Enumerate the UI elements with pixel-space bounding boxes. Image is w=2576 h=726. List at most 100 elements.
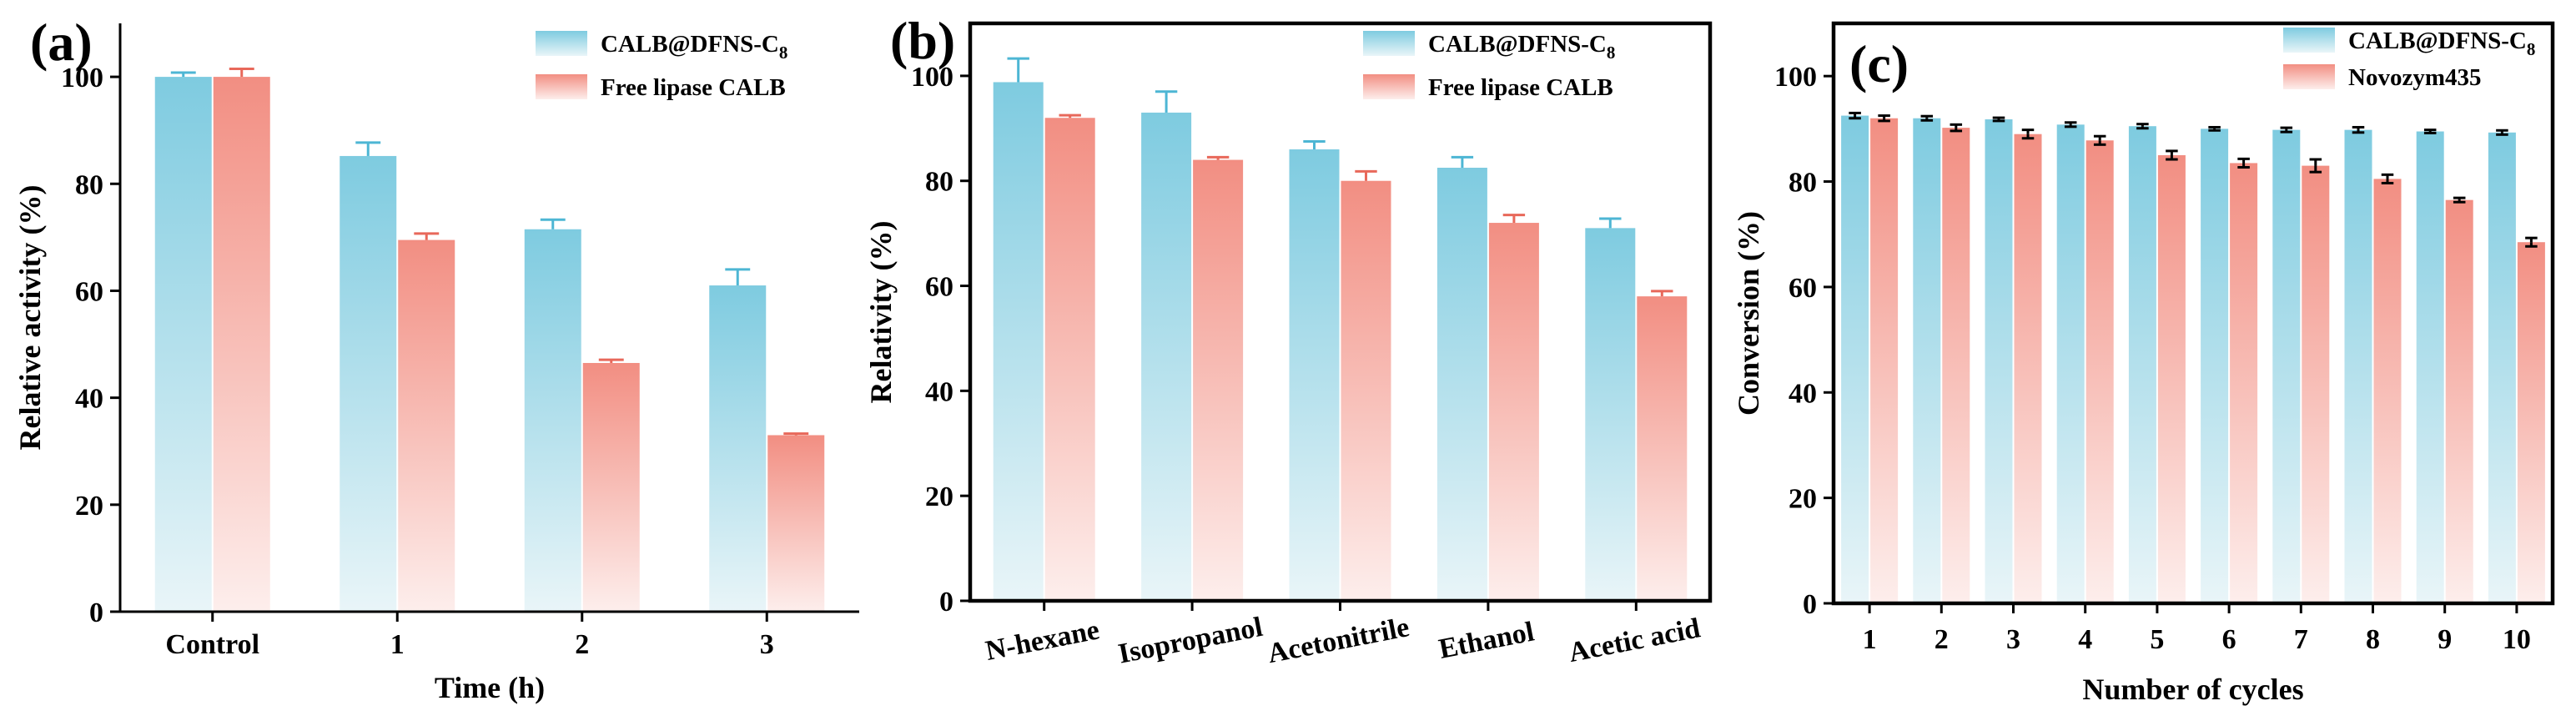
y-tick-label: 100 — [911, 62, 953, 93]
x-tick-label: 6 — [2222, 624, 2236, 655]
y-axis-title: Conversion (%) — [1732, 211, 1765, 416]
y-tick-label: 80 — [75, 169, 103, 200]
y-tick-label: 100 — [61, 63, 103, 93]
y-tick-label: 80 — [925, 167, 953, 198]
bar-series2 — [2085, 140, 2114, 603]
x-tick-label: 2 — [1935, 624, 1949, 655]
y-tick-label: 0 — [1803, 589, 1817, 620]
y-tick-label: 40 — [1789, 378, 1817, 409]
x-tick-label: Ethanol — [1436, 617, 1537, 665]
panel-label: (b) — [890, 11, 955, 70]
legend-swatch — [1363, 74, 1415, 99]
bar-series2 — [2373, 179, 2402, 604]
bar-series1 — [2128, 126, 2156, 604]
bar-series1 — [1436, 168, 1487, 601]
x-tick-label: 1 — [390, 629, 405, 660]
x-tick-label: 3 — [2006, 624, 2020, 655]
bar-series1 — [340, 155, 397, 613]
legend: CALB@DFNS-C8 Free lipase CALB — [536, 31, 787, 101]
panel-a-chart: 0 20 40 60 80 100 Control 1 2 3 Time (h) Relative a… — [13, 13, 859, 704]
legend-label: CALB@DFNS-C8 — [1428, 31, 1615, 63]
legend: CALB@DFNS-C8 Free lipase CALB — [1363, 31, 1615, 101]
bar-series2 — [1942, 128, 1970, 604]
x-tick-label: 7 — [2294, 624, 2308, 655]
y-tick-label: 80 — [1789, 168, 1817, 199]
legend-swatch — [536, 31, 587, 56]
bar-series2 — [1193, 159, 1244, 602]
x-tick-label: 1 — [1863, 624, 1877, 655]
bar-series1 — [1289, 149, 1340, 601]
y-tick-label: 0 — [89, 597, 103, 628]
bar-series1 — [1585, 228, 1636, 601]
y-axis-title: Relative activity (%) — [13, 185, 47, 451]
bar-series1 — [1913, 118, 1941, 603]
bar-series2 — [1488, 223, 1539, 601]
x-tick-label: Acetic acid — [1566, 613, 1703, 668]
legend-swatch — [2283, 64, 2335, 89]
x-axis-title: Number of cycles — [2082, 673, 2303, 706]
bar-series1 — [709, 285, 767, 612]
y-tick-label: 20 — [925, 481, 953, 512]
legend-swatch — [1363, 31, 1415, 56]
bar-series1 — [2344, 129, 2372, 604]
legend-swatch — [536, 74, 587, 99]
y-tick-label: 40 — [75, 384, 103, 415]
y-tick-label: 60 — [1789, 273, 1817, 304]
legend: CALB@DFNS-C8 Novozym435 — [2283, 28, 2535, 91]
y-tick-label: 60 — [75, 276, 103, 307]
y-tick-label: 40 — [925, 376, 953, 407]
x-tick-label: N-hexane — [983, 614, 1101, 667]
bar-series2 — [2302, 165, 2330, 603]
bar-series1 — [2201, 129, 2229, 603]
x-tick-label: 3 — [760, 629, 774, 660]
bar-series2 — [767, 435, 825, 612]
bar-series2 — [1044, 118, 1095, 602]
bar-series1 — [2272, 129, 2301, 604]
bar-series1 — [2488, 132, 2516, 603]
x-tick-label: Acetonitrile — [1265, 612, 1412, 669]
bar-series1 — [993, 82, 1044, 601]
panel-label: (c) — [1849, 34, 1909, 93]
panel-b-chart: 0 20 40 60 80 100 N-hexane Isopropanol Acetonitr… — [864, 11, 1713, 670]
y-tick-label: 0 — [939, 587, 953, 618]
x-tick-label: 8 — [2366, 624, 2380, 655]
bar-series2 — [2014, 134, 2042, 603]
x-tick-label: 5 — [2150, 624, 2164, 655]
legend-label: CALB@DFNS-C8 — [601, 31, 787, 63]
bar-series1 — [524, 229, 581, 612]
y-tick-label: 20 — [1789, 484, 1817, 515]
bar-series1 — [1141, 112, 1192, 602]
x-tick-label: 4 — [2078, 624, 2092, 655]
x-tick-label: 2 — [575, 629, 589, 660]
bar-series2 — [398, 239, 455, 612]
bar-series2 — [2517, 242, 2545, 603]
panel-label: (a) — [30, 13, 93, 72]
bar-series1 — [2056, 124, 2085, 604]
y-tick-label: 20 — [75, 491, 103, 522]
bar-series1 — [154, 77, 212, 612]
bar-series1 — [1985, 118, 2013, 603]
bar-series2 — [213, 77, 270, 612]
legend-label: Free lipase CALB — [601, 74, 786, 101]
bar-series2 — [2230, 163, 2258, 603]
legend-swatch — [2283, 28, 2335, 53]
panel-c-chart: 0 20 40 60 80 100 1 2 3 4 5 6 7 8 9 10 Number of cycles C… — [1732, 21, 2555, 706]
y-tick-label: 100 — [1774, 62, 1817, 93]
x-tick-label: 9 — [2438, 624, 2452, 655]
bar-series2 — [1341, 180, 1391, 601]
bar-series2 — [1637, 296, 1688, 601]
bar-series1 — [2416, 131, 2444, 604]
legend-label: Novozym435 — [2348, 64, 2481, 91]
bar-series2 — [582, 362, 640, 612]
bar-series2 — [2445, 199, 2473, 603]
legend-label: Free lipase CALB — [1428, 74, 1613, 101]
x-tick-label: Isopropanol — [1116, 612, 1265, 670]
y-axis-title: Relativity (%) — [864, 221, 898, 404]
legend-label: CALB@DFNS-C8 — [2348, 28, 2535, 59]
x-tick-label: 10 — [2503, 624, 2531, 655]
y-tick-label: 60 — [925, 272, 953, 303]
x-tick-label: Control — [165, 629, 259, 660]
plot-frame — [1831, 21, 2555, 606]
bar-series1 — [1841, 115, 1869, 603]
